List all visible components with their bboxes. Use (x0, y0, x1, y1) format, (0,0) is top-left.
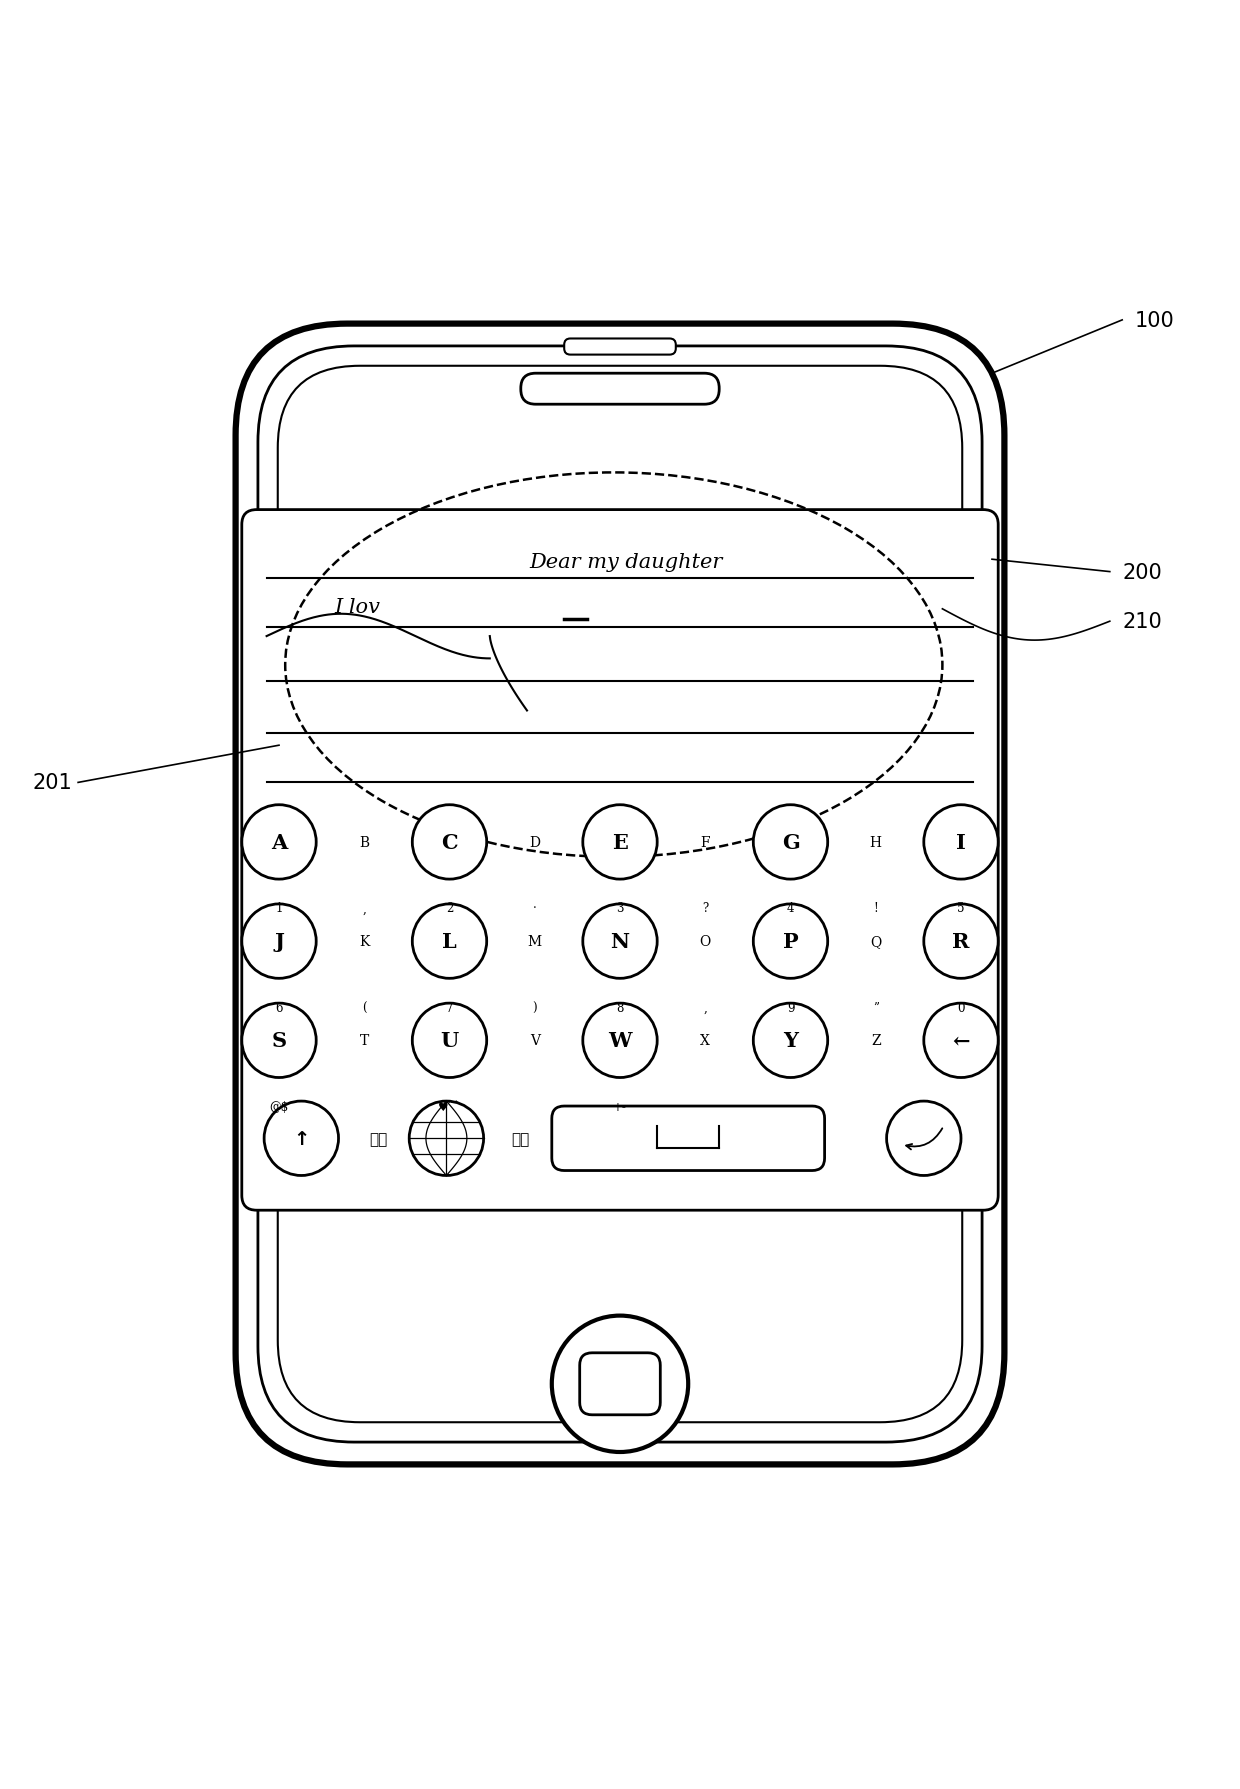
Text: 2: 2 (446, 902, 453, 914)
Text: 6: 6 (275, 1002, 283, 1014)
Text: !: ! (873, 902, 878, 914)
Text: O: O (699, 934, 711, 948)
Text: ): ) (532, 1002, 537, 1014)
Text: I lov: I lov (335, 598, 381, 617)
Text: Q: Q (870, 934, 882, 948)
Circle shape (754, 1004, 828, 1079)
Circle shape (413, 905, 486, 979)
FancyBboxPatch shape (564, 340, 676, 356)
Text: ?: ? (702, 902, 708, 914)
FancyBboxPatch shape (552, 1106, 825, 1170)
Text: ”: ” (873, 1002, 879, 1014)
Text: 201: 201 (32, 773, 72, 793)
Text: Y: Y (782, 1030, 799, 1050)
Text: K: K (360, 934, 370, 948)
FancyBboxPatch shape (278, 367, 962, 1422)
Text: X: X (701, 1034, 711, 1048)
Text: 0: 0 (957, 1002, 965, 1014)
FancyBboxPatch shape (521, 374, 719, 404)
Text: N: N (610, 932, 630, 952)
Text: ←: ← (952, 1030, 970, 1050)
Text: M: M (528, 934, 542, 948)
Text: (: ( (362, 1002, 367, 1014)
Text: 3: 3 (616, 902, 624, 914)
Circle shape (924, 1004, 998, 1079)
Circle shape (413, 805, 486, 880)
Text: ,: , (703, 1002, 707, 1014)
FancyBboxPatch shape (580, 1352, 660, 1415)
Text: B: B (360, 835, 370, 850)
Text: ,: , (362, 902, 366, 914)
Text: 210: 210 (1122, 612, 1162, 632)
Text: H: H (869, 835, 882, 850)
Circle shape (754, 805, 828, 880)
Text: V: V (529, 1034, 539, 1048)
Circle shape (583, 1004, 657, 1079)
Text: J: J (274, 932, 284, 952)
Text: 200: 200 (1122, 562, 1162, 581)
Text: T: T (360, 1034, 368, 1048)
Text: R: R (952, 932, 970, 952)
Circle shape (887, 1102, 961, 1175)
Text: E: E (613, 832, 627, 852)
Text: Z: Z (870, 1034, 880, 1048)
Text: G: G (781, 832, 800, 852)
Text: F: F (701, 835, 711, 850)
Text: C: C (441, 832, 458, 852)
Text: 영어: 영어 (512, 1131, 529, 1147)
Circle shape (242, 905, 316, 979)
Text: A: A (270, 832, 288, 852)
Text: I: I (956, 832, 966, 852)
Text: P: P (782, 932, 799, 952)
Text: D: D (529, 835, 541, 850)
Text: 9: 9 (786, 1002, 795, 1014)
Text: 한어: 한어 (370, 1131, 387, 1147)
Text: 7: 7 (445, 1002, 454, 1014)
Text: ↑: ↑ (293, 1129, 310, 1149)
Circle shape (409, 1102, 484, 1175)
Circle shape (583, 805, 657, 880)
Circle shape (924, 905, 998, 979)
Circle shape (754, 905, 828, 979)
Circle shape (413, 1004, 486, 1079)
Text: L: L (443, 932, 456, 952)
Text: Dear my daughter: Dear my daughter (529, 553, 723, 572)
Text: ♥ˆˆ: ♥ˆˆ (439, 1100, 460, 1113)
Text: S: S (272, 1030, 286, 1050)
FancyBboxPatch shape (258, 347, 982, 1442)
Text: 1: 1 (275, 902, 283, 914)
Text: 5: 5 (957, 902, 965, 914)
Circle shape (552, 1317, 688, 1453)
Circle shape (264, 1102, 339, 1175)
Text: U: U (440, 1030, 459, 1050)
Circle shape (242, 1004, 316, 1079)
Circle shape (924, 805, 998, 880)
Text: 100: 100 (1135, 311, 1174, 331)
FancyBboxPatch shape (242, 510, 998, 1211)
Text: @$: @$ (269, 1100, 289, 1113)
Text: W: W (609, 1030, 631, 1050)
Text: ·: · (533, 902, 537, 914)
FancyBboxPatch shape (236, 324, 1004, 1465)
Circle shape (242, 805, 316, 880)
Circle shape (583, 905, 657, 979)
Text: +-: +- (613, 1100, 627, 1113)
Text: 8: 8 (616, 1002, 624, 1014)
Text: 4: 4 (786, 902, 795, 914)
